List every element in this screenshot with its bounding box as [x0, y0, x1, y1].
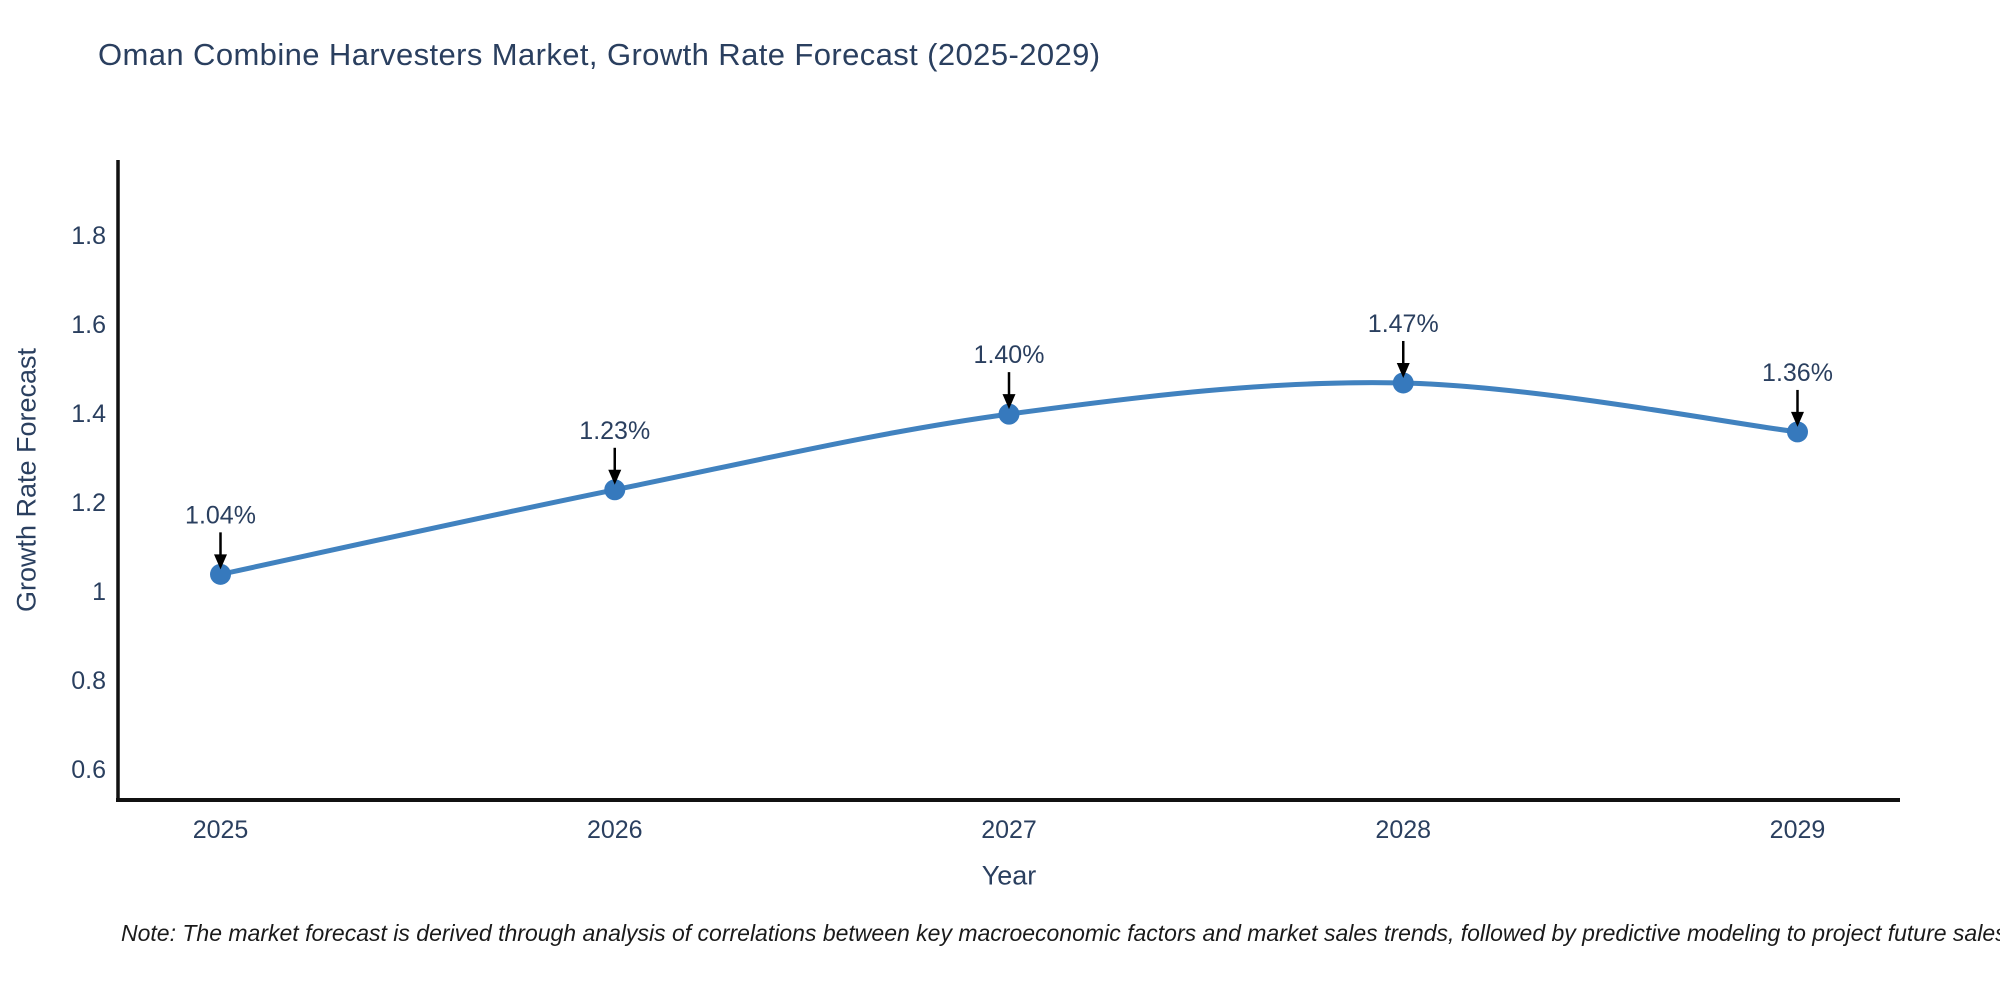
- annotation-arrowhead: [1790, 411, 1804, 427]
- data-label-2026: 1.23%: [579, 417, 650, 445]
- y-tick-label: 0.6: [71, 756, 106, 784]
- x-tick-label: 2029: [1770, 816, 1826, 844]
- x-tick-label: 2028: [1375, 816, 1431, 844]
- y-tick-label: 0.8: [71, 667, 106, 695]
- chart-title: Oman Combine Harvesters Market, Growth R…: [98, 37, 1101, 72]
- data-label-2027: 1.40%: [974, 341, 1045, 369]
- y-tick-label: 1.4: [71, 400, 106, 428]
- data-label-2025: 1.04%: [185, 501, 256, 529]
- data-point-2027: [998, 403, 1020, 425]
- annotation-arrowhead: [608, 469, 622, 485]
- data-point-2025: [210, 563, 232, 585]
- data-point-2029: [1786, 421, 1808, 443]
- y-tick-label: 1.8: [71, 222, 106, 250]
- annotation-arrowhead: [1396, 362, 1410, 378]
- x-axis-title: Year: [981, 860, 1037, 891]
- y-tick-label: 1: [92, 578, 106, 606]
- x-tick-label: 2027: [981, 816, 1037, 844]
- data-label-2029: 1.36%: [1762, 359, 1833, 387]
- methodology-note: Note: The market forecast is derived thr…: [121, 920, 2000, 946]
- data-point-2028: [1392, 372, 1414, 394]
- x-tick-label: 2025: [193, 816, 249, 844]
- y-tick-label: 1.2: [71, 489, 106, 517]
- annotation-arrowhead: [1002, 394, 1016, 410]
- annotation-arrowhead: [214, 554, 228, 570]
- data-point-2026: [604, 479, 626, 501]
- data-label-2028: 1.47%: [1368, 310, 1439, 338]
- x-tick-label: 2026: [587, 816, 643, 844]
- y-tick-label: 1.6: [71, 311, 106, 339]
